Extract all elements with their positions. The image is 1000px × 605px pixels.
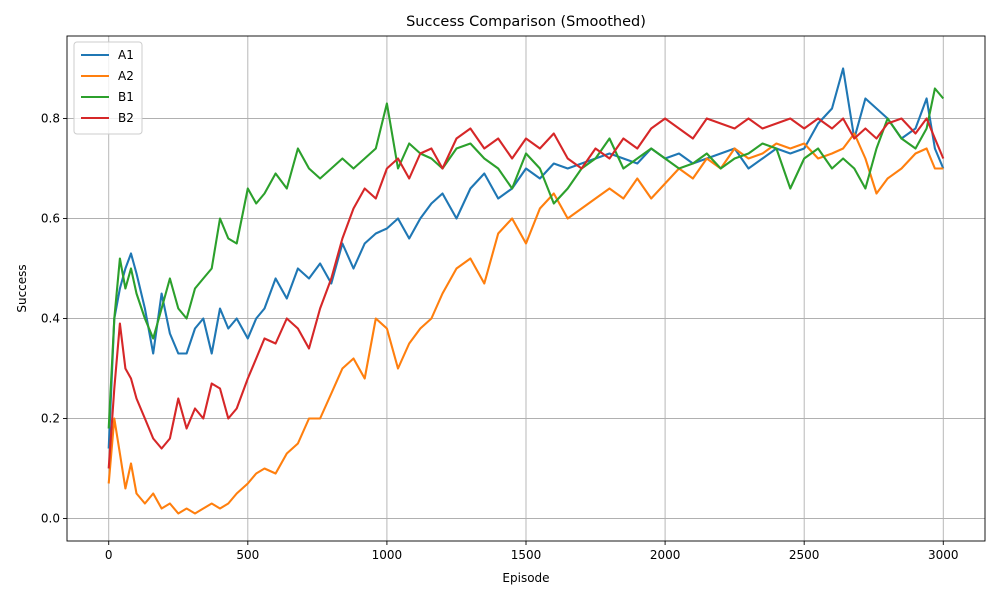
chart-title: Success Comparison (Smoothed) bbox=[406, 14, 646, 30]
x-tick-label: 0 bbox=[105, 548, 113, 562]
y-tick-label: 0.6 bbox=[41, 212, 60, 226]
legend-box bbox=[73, 41, 143, 135]
x-tick-label: 3000 bbox=[928, 548, 959, 562]
x-tick-label: 2000 bbox=[650, 548, 681, 562]
x-axis-title: Episode bbox=[502, 571, 549, 585]
series-line-b1 bbox=[107, 87, 945, 429]
y-axis-title: Success bbox=[15, 264, 29, 312]
y-tick-label: 0.4 bbox=[41, 312, 60, 326]
x-tick-label: 2500 bbox=[789, 548, 820, 562]
y-tick-label: 0.8 bbox=[41, 112, 60, 126]
x-tick-label: 1500 bbox=[511, 548, 542, 562]
series-line-b2 bbox=[107, 117, 945, 469]
x-tick-label: 1000 bbox=[372, 548, 403, 562]
axis-ticks: 0 500 1000 1500 2000 2500 3000 0.0 0.2 0.4 0.6 0.8 bbox=[41, 112, 959, 563]
legend-items: A1 A2 B1 B2 bbox=[81, 48, 134, 125]
legend-label-a2: A2 bbox=[118, 69, 134, 83]
y-tick-label: 0.2 bbox=[41, 412, 60, 426]
x-tick-label: 500 bbox=[236, 548, 259, 562]
y-tick-label: 0.0 bbox=[41, 512, 60, 526]
series-line-a2 bbox=[107, 132, 944, 515]
series-lines bbox=[107, 67, 945, 515]
legend-label-b1: B1 bbox=[118, 90, 134, 104]
legend-label-b2: B2 bbox=[118, 111, 134, 125]
series-line-a1 bbox=[107, 67, 945, 449]
legend-label-a1: A1 bbox=[118, 48, 134, 62]
legend: A1 A2 B1 B2 bbox=[73, 41, 143, 135]
